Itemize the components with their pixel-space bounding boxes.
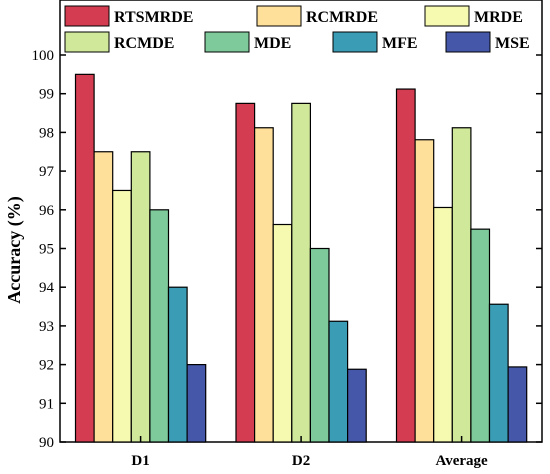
legend-swatch-rcmde [64,31,110,53]
bar-rcmde-d1 [130,151,151,443]
bar-mfe-d2 [328,320,349,443]
bar-rcmrde-average [414,139,435,443]
bar-rcmrde-d1 [93,151,114,443]
y-tick-label: 91 [39,396,54,412]
y-tick-label: 92 [39,358,54,374]
legend-label-mse: MSE [495,35,530,52]
legend-label-mde: MDE [254,35,291,52]
legend-label-mrde: MRDE [474,9,523,26]
bar-mde-d2 [309,247,330,443]
legend-swatch-mfe [332,31,378,53]
x-tick-label: D2 [292,453,310,469]
bar-mfe-d1 [167,286,188,443]
legend-swatch-mde [204,31,250,53]
bar-mse-d1 [186,364,207,443]
legend-swatch-mrde [424,5,470,27]
legend-label-rcmrde: RCMRDE [306,9,378,26]
x-tick-label: Average [435,453,488,469]
y-tick-label: 94 [39,280,55,296]
legend-label-mfe: MFE [382,35,418,52]
bar-rcmde-d2 [291,102,311,443]
bar-rtsmrde-average [395,88,416,443]
y-tick-label: 90 [39,435,54,451]
bar-mse-average [507,366,528,443]
y-axis: 90 91 92 93 94 95 96 97 98 99 100 [32,48,542,451]
y-tick-label: 95 [39,242,54,258]
legend-swatch-mse [445,31,491,53]
legend-swatch-rcmrde [256,5,302,27]
x-tick-label: D1 [131,453,149,469]
bar-rcmrde-d2 [254,127,274,443]
bar-mrde-d2 [272,223,293,443]
bar-mrde-d1 [112,189,132,443]
y-tick-label: 97 [39,164,55,180]
bar-rtsmrde-d2 [235,102,256,443]
legend-swatch-rtsmrde [64,5,110,27]
bar-rcmde-average [451,127,472,443]
legend-label-rtsmrde: RTSMRDE [114,9,193,26]
bars [74,73,528,443]
bar-mfe-average [488,303,509,443]
bar-mrde-average [433,206,453,443]
y-tick-label: 100 [32,48,55,64]
x-axis: D1 D2 Average [131,436,488,469]
bar-mde-d1 [149,209,170,443]
y-axis-title: Accuracy (%) [4,196,25,303]
legend: RTSMRDE RCMRDE MRDE RCMDE MDE MFE MSE [64,5,530,53]
y-tick-label: 93 [39,319,54,335]
legend-label-rcmde: RCMDE [114,35,174,52]
bar-mse-d2 [347,368,367,443]
y-tick-label: 96 [39,203,55,219]
bar-mde-average [470,228,491,443]
y-tick-label: 98 [39,125,54,141]
y-tick-label: 99 [39,87,54,103]
bar-rtsmrde-d1 [74,73,95,443]
